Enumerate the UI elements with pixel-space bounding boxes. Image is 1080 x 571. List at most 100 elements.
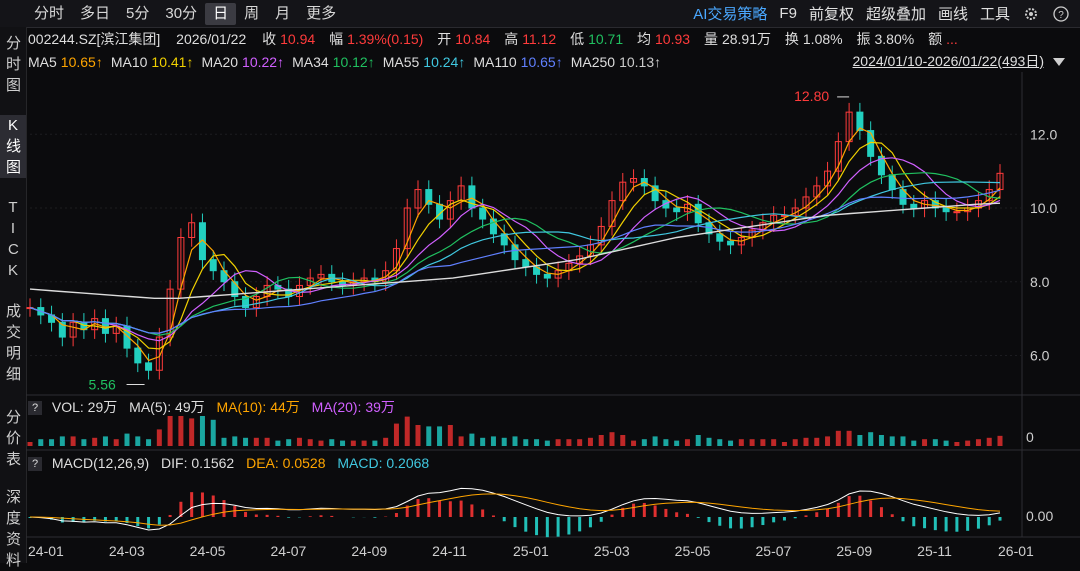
gear-icon[interactable] <box>1022 5 1040 23</box>
rail-price-table[interactable]: 分价表 <box>0 407 26 470</box>
period-tab-6[interactable]: 月 <box>267 3 298 25</box>
vol-bar-47 <box>534 439 539 446</box>
min-price-label: 5.56 <box>89 376 116 392</box>
ma-name-6: MA250 <box>571 54 615 70</box>
x-tick-10: 25-09 <box>836 543 872 559</box>
macd-bar-24 <box>287 517 290 518</box>
candle-body-25 <box>296 285 302 296</box>
ai-strategy-button[interactable]: AI交易策略 <box>693 3 767 24</box>
candle-body-79 <box>878 156 884 174</box>
vol-bar-65 <box>728 441 733 446</box>
help-icon[interactable]: ? <box>1052 5 1070 23</box>
period-tab-7[interactable]: 更多 <box>298 3 344 25</box>
overlay-button[interactable]: 超级叠加 <box>866 3 926 24</box>
candle-body-68 <box>760 223 766 230</box>
vol-bar-9 <box>125 434 130 446</box>
period-tab-3[interactable]: 30分 <box>157 3 205 25</box>
avg-value: 10.93 <box>655 31 690 47</box>
restore-button[interactable]: 前复权 <box>809 3 854 24</box>
macd-bar-76 <box>848 496 851 517</box>
macd-bar-40 <box>460 501 463 517</box>
vol-ma5: MA(5): 49万 <box>129 399 204 415</box>
stock-code-name: 002244.SZ[滨江集团] <box>28 31 160 47</box>
macd-bar-55 <box>621 508 624 517</box>
candle-body-37 <box>426 190 432 205</box>
candle-body-17 <box>210 260 216 271</box>
turn-label: 换 <box>785 31 799 47</box>
range-dropdown-icon[interactable] <box>1052 55 1066 71</box>
macd-bar-49 <box>557 517 560 537</box>
vol-bar-11 <box>146 439 151 446</box>
candle-body-2 <box>49 315 55 322</box>
macd-bar-52 <box>589 517 592 527</box>
ma-name-0: MA5 <box>28 54 57 70</box>
candle-body-57 <box>641 179 647 186</box>
ma-name-3: MA34 <box>292 54 329 70</box>
macd-bar-58 <box>654 505 657 517</box>
period-tab-0[interactable]: 分时 <box>26 3 72 25</box>
vol-bar-68 <box>760 439 765 446</box>
tools-button[interactable]: 工具 <box>980 3 1010 24</box>
vol-bar-15 <box>189 418 194 446</box>
vol-bar-35 <box>405 417 410 446</box>
candle-body-36 <box>415 190 421 208</box>
vol-bar-51 <box>577 439 582 446</box>
period-tab-4[interactable]: 日 <box>205 3 236 25</box>
vol-bar-61 <box>685 439 690 446</box>
f9-button[interactable]: F9 <box>779 5 797 22</box>
period-tab-2[interactable]: 5分 <box>118 3 157 25</box>
draw-button[interactable]: 画线 <box>938 3 968 24</box>
rail-tick[interactable]: TICK <box>0 197 26 281</box>
macd-help-icon[interactable]: ? <box>28 457 42 471</box>
macd-bar-69 <box>772 517 775 522</box>
period-tab-1[interactable]: 多日 <box>72 3 118 25</box>
vol-bar-41 <box>469 434 474 446</box>
ma-name-4: MA55 <box>383 54 420 70</box>
vol-bar-73 <box>814 438 819 446</box>
candle-body-75 <box>835 142 841 172</box>
candle-body-81 <box>900 190 906 205</box>
vol-bar-42 <box>480 438 485 446</box>
rail-trades[interactable]: 成交明细 <box>0 301 26 385</box>
vol-help-icon[interactable]: ? <box>28 401 42 415</box>
ma-name-1: MA10 <box>111 54 148 70</box>
macd-bar-46 <box>524 517 527 532</box>
macd-bar-79 <box>880 507 883 517</box>
price-tick-3: 6.0 <box>1030 348 1050 364</box>
ma34-line <box>30 173 1000 336</box>
macd-bar-67 <box>751 517 754 527</box>
vol-header: ? VOL: 29万 MA(5): 49万 MA(10): 44万 MA(20)… <box>28 397 395 417</box>
vol-bar-28 <box>329 439 334 446</box>
candle-body-16 <box>199 223 205 260</box>
vol-tick-0: 0 <box>1026 429 1034 445</box>
vol-bar-18 <box>222 438 227 446</box>
candle-body-38 <box>437 204 443 219</box>
candle-body-30 <box>350 282 356 286</box>
macd-bar-53 <box>600 517 603 522</box>
period-tab-5[interactable]: 周 <box>236 3 267 25</box>
rail-kline[interactable]: K线图 <box>0 115 26 178</box>
macd-bar-26 <box>309 516 312 517</box>
date-range[interactable]: 2024/01/10-2026/01/22(493日) <box>853 51 1044 71</box>
vol-bar-46 <box>523 439 528 446</box>
macd-bar-14 <box>179 502 182 517</box>
vol-bar-75 <box>836 431 841 446</box>
candle-body-21 <box>253 297 259 308</box>
vol-bar-22 <box>265 438 270 446</box>
vol-bar-36 <box>416 425 421 446</box>
macd-bar-57 <box>643 503 646 517</box>
rail-intraday[interactable]: 分时图 <box>0 33 26 96</box>
rail-depth[interactable]: 深度资料 <box>0 487 26 571</box>
vol-bar-62 <box>696 435 701 446</box>
vol-bar-78 <box>868 432 873 446</box>
vol-bar-82 <box>911 441 916 446</box>
low-label: 低 <box>570 31 584 47</box>
candle-body-73 <box>814 186 820 197</box>
candle-body-26 <box>307 278 313 285</box>
price-tick-0: 12.0 <box>1030 126 1057 142</box>
x-tick-11: 25-11 <box>917 543 952 559</box>
vol-bar-64 <box>717 439 722 446</box>
vol-bar-39 <box>448 425 453 446</box>
vol-bar-48 <box>545 441 550 446</box>
